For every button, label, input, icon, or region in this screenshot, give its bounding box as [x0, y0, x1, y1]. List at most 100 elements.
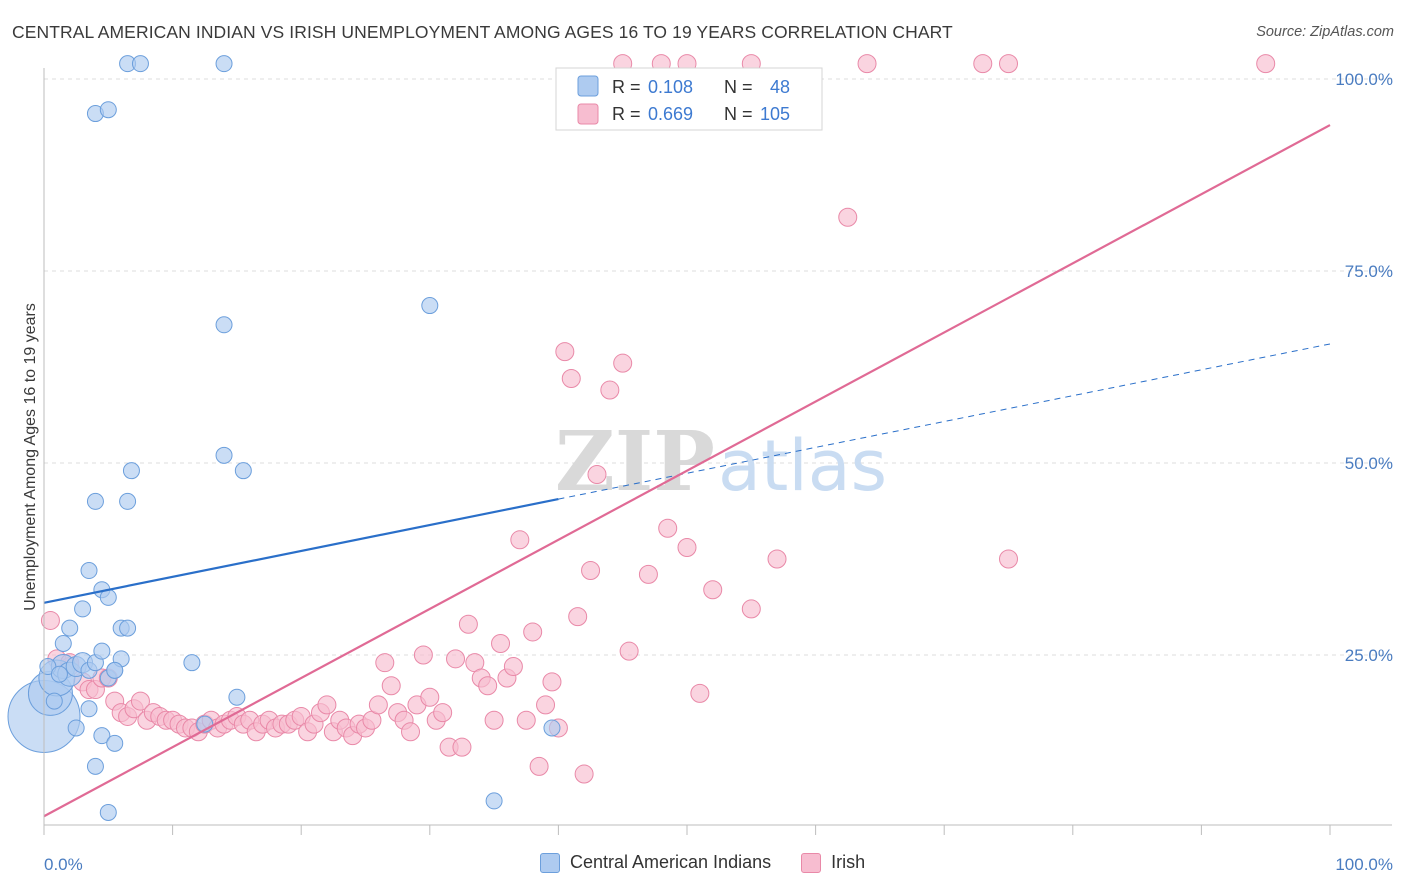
point-irish: [703, 580, 723, 600]
point-irish: [401, 722, 421, 742]
point-irish: [381, 676, 401, 696]
y-tick-label: 25.0%: [1345, 646, 1393, 665]
legend-label-central-american-indians: Central American Indians: [570, 852, 772, 872]
point-irish: [767, 549, 787, 569]
point-irish: [690, 683, 710, 703]
point-central-american-indians: [93, 642, 111, 660]
point-irish: [368, 695, 388, 715]
point-central-american-indians: [80, 562, 98, 580]
point-irish: [581, 561, 601, 581]
point-irish: [973, 54, 993, 74]
point-central-american-indians: [543, 719, 561, 737]
point-central-american-indians: [99, 803, 117, 821]
point-irish: [857, 54, 877, 74]
point-irish: [555, 342, 575, 362]
point-central-american-indians: [131, 55, 149, 73]
legend-n-label-2: N =: [724, 104, 753, 124]
point-irish: [130, 691, 150, 711]
legend-r-value-1: 0.108: [648, 77, 693, 97]
point-irish: [613, 353, 633, 373]
point-irish: [420, 687, 440, 707]
point-irish: [638, 564, 658, 584]
point-central-american-indians: [228, 688, 246, 706]
legend-swatch-irish: [801, 852, 822, 873]
legend-item-central-american-indians: Central American Indians: [540, 852, 771, 873]
y-axis-label: Unemployment Among Ages 16 to 19 years: [22, 303, 39, 611]
point-central-american-indians: [106, 661, 124, 679]
point-irish: [574, 764, 594, 784]
point-irish: [446, 649, 466, 669]
legend-n-value-2: 105: [760, 104, 790, 124]
source-label: Source: ZipAtlas.com: [1256, 24, 1394, 40]
point-irish: [536, 695, 556, 715]
point-irish: [529, 756, 549, 776]
point-irish: [561, 369, 581, 389]
legend-r-label-2: R =: [612, 104, 641, 124]
point-irish: [478, 676, 498, 696]
point-irish: [619, 641, 639, 661]
legend-box: R = 0.108 N = 48 R = 0.669 N = 105: [555, 67, 823, 131]
watermark-zip: ZIP: [555, 414, 715, 510]
point-central-american-indians: [119, 619, 137, 637]
x-tick-label: 0.0%: [44, 855, 83, 874]
point-central-american-indians: [215, 55, 233, 73]
legend-frame: [555, 67, 823, 131]
point-central-american-indians: [106, 734, 124, 752]
point-irish: [317, 695, 337, 715]
point-central-american-indians: [50, 665, 68, 683]
point-central-american-indians: [234, 462, 252, 480]
point-irish: [40, 610, 60, 630]
points-layer: [7, 54, 1276, 821]
grid-layer: [44, 78, 1392, 656]
point-irish: [542, 672, 562, 692]
y-tick-label: 75.0%: [1345, 262, 1393, 281]
point-central-american-indians: [99, 101, 117, 119]
point-central-american-indians: [86, 492, 104, 510]
point-irish: [600, 380, 620, 400]
y-tick-label: 100.0%: [1335, 70, 1393, 89]
legend-n-label-1: N =: [724, 77, 753, 97]
axis-layer: 25.0% 50.0% 75.0% 100.0% 0.0% 100.0%: [43, 68, 1393, 874]
point-central-american-indians: [485, 792, 503, 810]
y-tick-label: 50.0%: [1345, 454, 1393, 473]
point-irish: [999, 54, 1018, 74]
point-central-american-indians: [80, 700, 98, 718]
point-irish: [413, 645, 433, 665]
point-central-american-indians: [54, 634, 72, 652]
point-irish: [677, 537, 697, 557]
point-irish: [741, 599, 761, 619]
legend-n-value-1: 48: [770, 77, 790, 97]
trend-line-irish: [43, 124, 1331, 818]
point-irish: [523, 622, 543, 642]
point-irish: [658, 518, 678, 538]
point-irish: [433, 703, 453, 723]
point-irish: [510, 530, 530, 550]
point-irish: [838, 207, 858, 227]
watermark-atlas: atlas: [718, 425, 887, 507]
point-central-american-indians: [122, 462, 140, 480]
point-irish: [452, 737, 472, 757]
point-irish: [1256, 54, 1276, 74]
bottom-legend: Central American Indians Irish: [540, 852, 895, 873]
point-central-american-indians: [67, 719, 85, 737]
point-irish: [375, 653, 395, 673]
trend-layer: [43, 124, 1331, 818]
watermark: ZIP atlas: [555, 414, 887, 510]
legend-swatch-blue: [577, 75, 599, 97]
point-central-american-indians: [119, 492, 137, 510]
point-central-american-indians: [183, 654, 201, 672]
point-irish: [516, 710, 536, 730]
point-central-american-indians: [45, 692, 63, 710]
point-irish: [999, 549, 1018, 569]
legend-r-label-1: R =: [612, 77, 641, 97]
x-tick-label: 100.0%: [1335, 855, 1393, 874]
legend-label-irish: Irish: [831, 852, 866, 872]
point-irish: [503, 657, 523, 677]
point-central-american-indians: [93, 727, 111, 745]
point-central-american-indians: [61, 619, 79, 637]
point-irish: [491, 633, 511, 653]
point-central-american-indians: [215, 446, 233, 464]
point-irish: [484, 710, 504, 730]
trend-line-central-american-indians: [43, 498, 559, 604]
